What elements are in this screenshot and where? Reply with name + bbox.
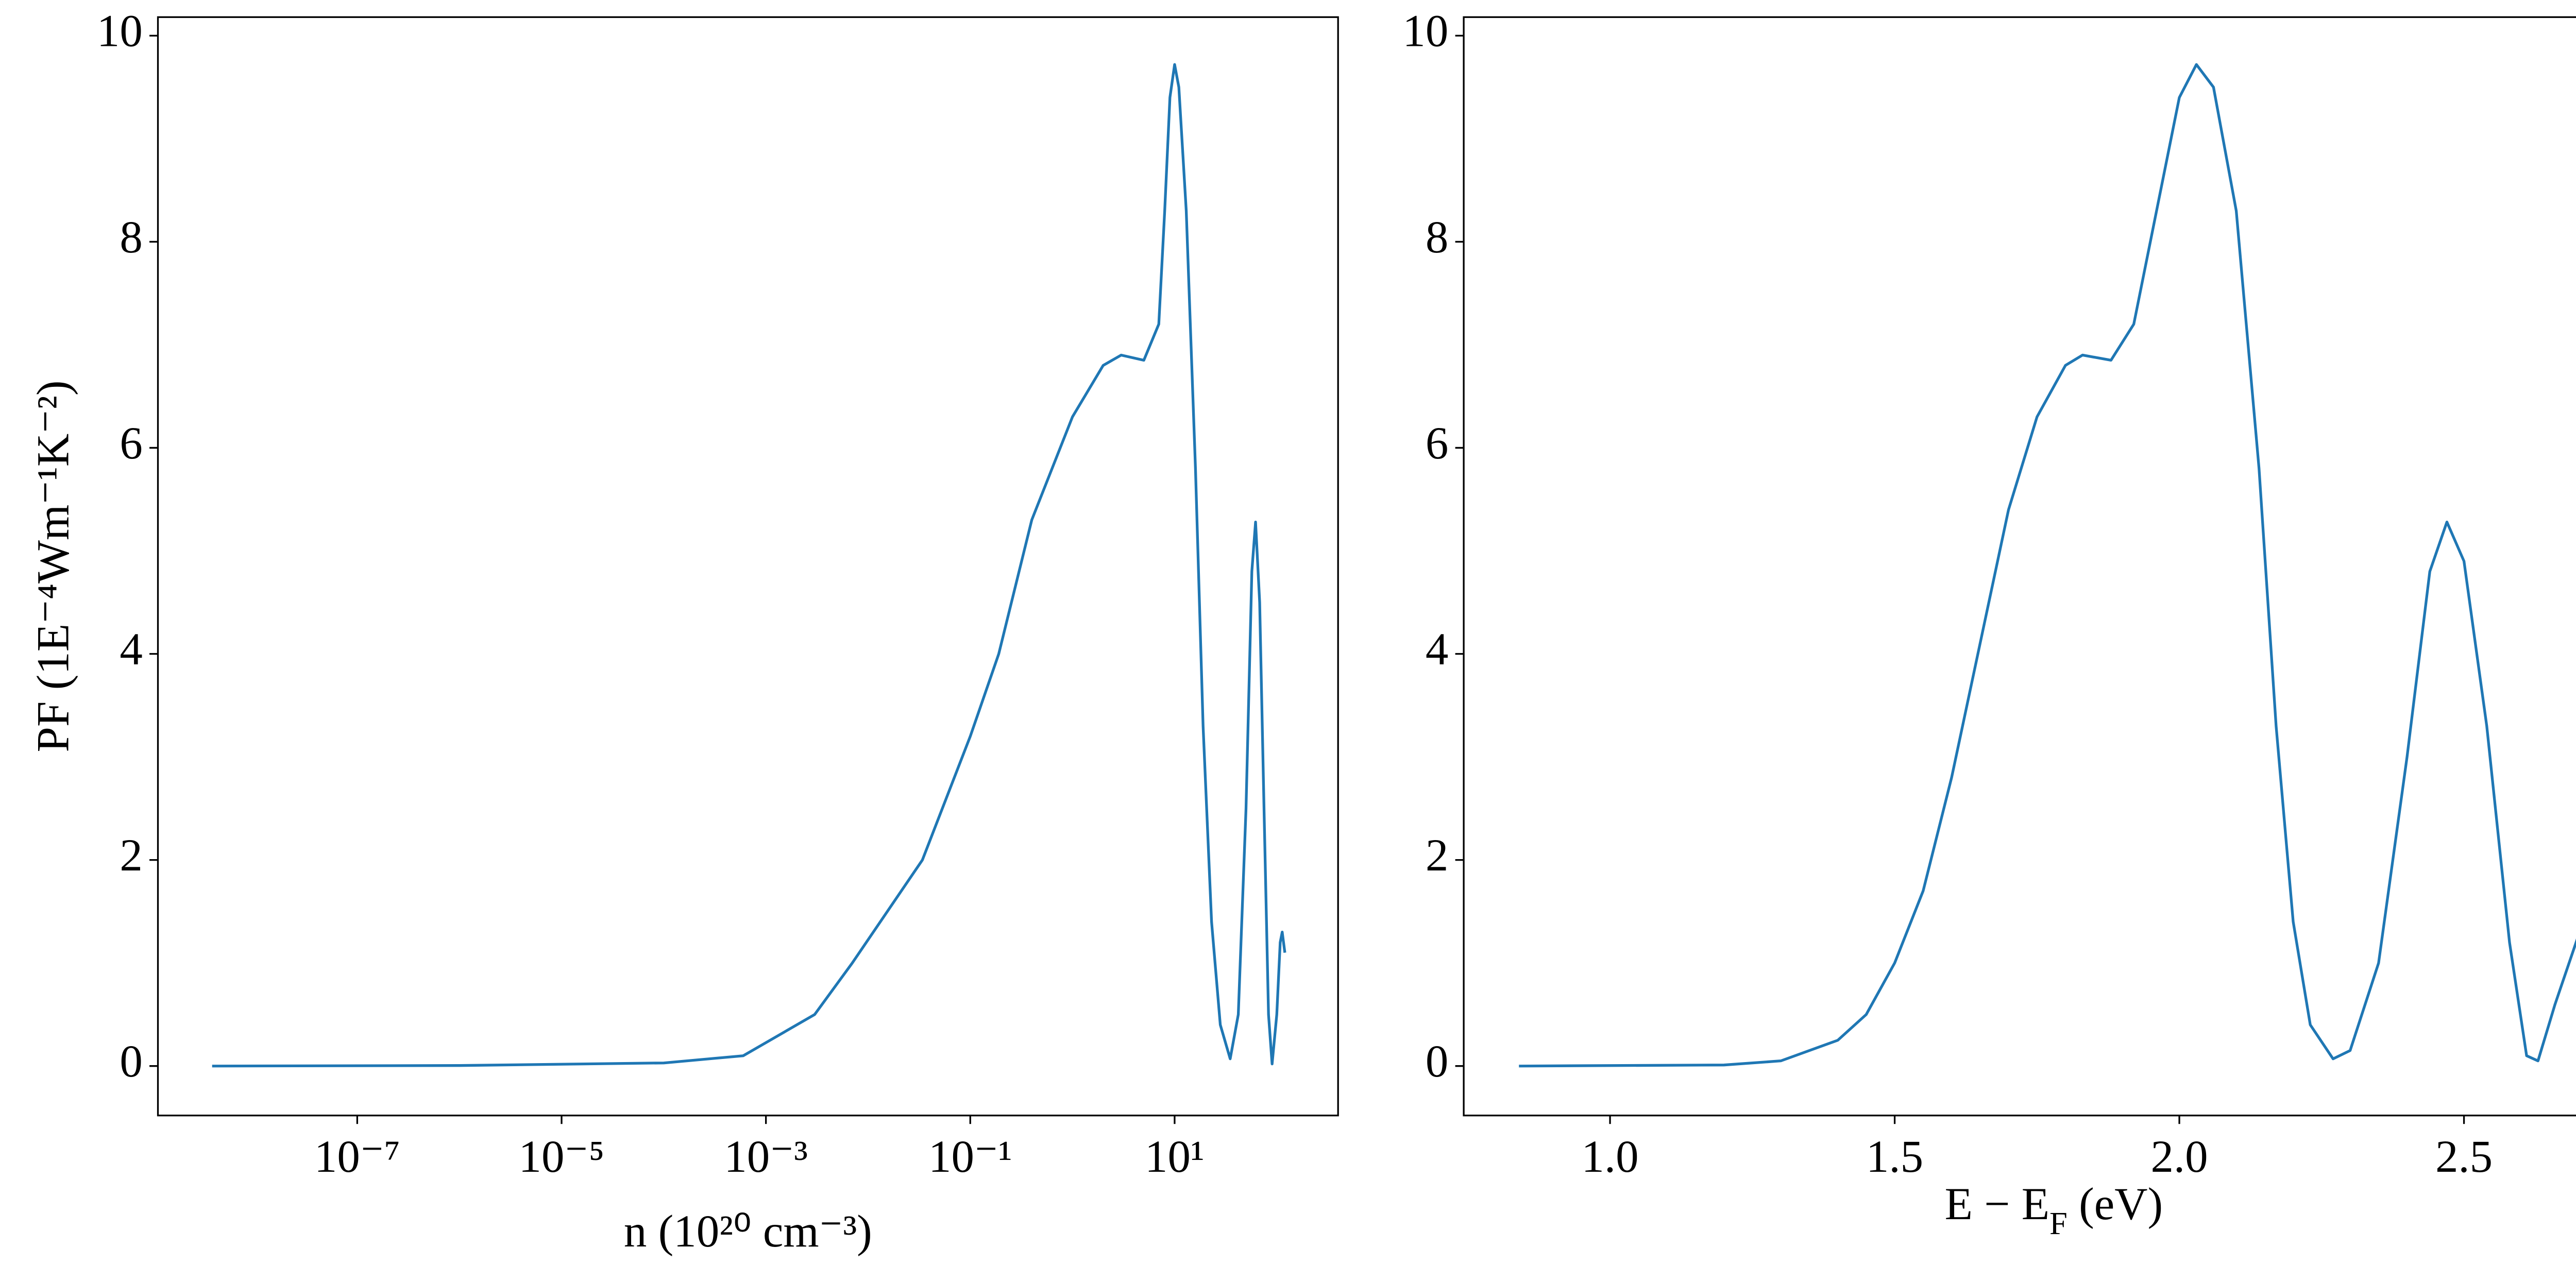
x-tick-label: 10⁻⁷ xyxy=(314,1132,400,1182)
y-tick-label: 4 xyxy=(1426,624,1448,675)
x-tick-label: 2.5 xyxy=(2435,1132,2493,1182)
x-axis-label-part: E − E xyxy=(1945,1179,2049,1229)
x-axis-label-part: F xyxy=(2049,1205,2067,1241)
y-tick-label: 0 xyxy=(1426,1036,1448,1087)
x-tick-label: 1.5 xyxy=(1866,1132,1923,1182)
y-tick-label: 6 xyxy=(1426,418,1448,469)
y-axis-label: PF (1E⁻⁴Wm⁻¹K⁻²) xyxy=(28,380,78,752)
x-tick-label: 1.0 xyxy=(1581,1132,1638,1182)
y-tick-label: 8 xyxy=(120,212,142,263)
y-tick-label: 0 xyxy=(120,1036,142,1087)
x-tick-label: 10⁻⁵ xyxy=(519,1132,605,1182)
x-tick-label: 2.0 xyxy=(2150,1132,2208,1182)
x-axis-label: E − EF (eV) xyxy=(1945,1179,2163,1241)
y-tick-label: 6 xyxy=(120,418,142,469)
y-tick-label: 4 xyxy=(120,624,142,675)
axes-frame xyxy=(157,16,1339,1117)
line-series xyxy=(212,63,1286,1068)
y-tick-label: 10 xyxy=(1402,6,1448,57)
y-tick-label: 10 xyxy=(97,6,143,57)
axes-frame xyxy=(1463,16,2576,1117)
line-series xyxy=(1519,63,2576,1068)
x-axis-label: n (10²⁰ cm⁻³) xyxy=(624,1206,872,1257)
y-tick-label: 8 xyxy=(1426,212,1448,263)
x-tick-label: 10⁻³ xyxy=(724,1132,808,1182)
y-tick-label: 2 xyxy=(1426,830,1448,881)
y-tick-label: 2 xyxy=(120,830,142,881)
x-axis-label-part: (eV) xyxy=(2067,1179,2163,1229)
x-tick-label: 10⁻¹ xyxy=(928,1132,1012,1182)
x-tick-label: 10¹ xyxy=(1145,1132,1205,1182)
